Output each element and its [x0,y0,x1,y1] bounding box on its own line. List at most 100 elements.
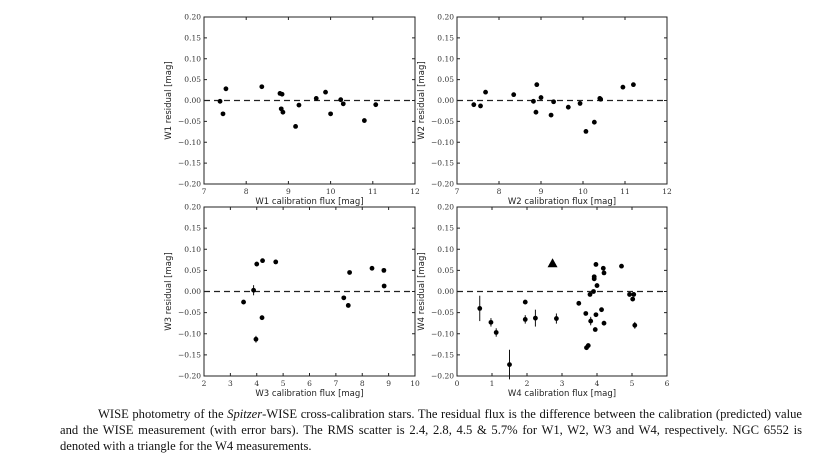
y-tick-label: 0.15 [184,224,201,233]
y-tick-label: −0.05 [178,308,201,317]
data-point [522,316,528,322]
data-point [631,82,636,88]
data-point [323,89,328,95]
x-tick-label: 11 [620,187,630,196]
data-point [592,327,598,332]
data-point [507,362,512,367]
y-axis-label: W1 residual [mag] [164,61,174,139]
data-point [369,265,375,271]
caption-italic: Spitzer [227,407,263,421]
y-tick-label: −0.20 [178,180,201,189]
y-axis-label: W3 residual [mag] [164,252,174,330]
x-tick-label: 10 [326,187,336,196]
data-point [627,292,632,297]
y-tick-label: 0.10 [437,245,454,254]
x-axis-label: W2 calibration flux [mag] [508,197,616,207]
x-tick-label: 4 [254,379,259,388]
data-point [599,307,604,313]
x-tick-label: 8 [244,187,249,196]
y-tick-label: 0.05 [437,75,454,84]
x-tick-label: 8 [360,379,365,388]
data-point [241,299,246,305]
data-point [533,109,539,115]
figure-caption: WISE photometry of the Spitzer-WISE cros… [60,406,802,454]
x-tick-label: 0 [455,379,460,388]
x-tick-label: 11 [368,187,378,196]
data-point [493,330,499,335]
y-tick-label: 0.20 [437,13,454,22]
y-tick-label: 0.15 [184,33,201,42]
x-tick-label: 10 [578,187,588,196]
data-point [217,98,223,104]
ngc6552-triangle-point [547,258,558,268]
data-point [381,267,387,273]
data-point [347,270,352,275]
data-point [471,102,477,108]
data-point [591,289,596,294]
x-tick-label: 9 [286,187,291,196]
x-tick-label: 3 [228,379,233,388]
x-tick-label: 10 [410,379,420,388]
data-point [630,296,636,302]
data-point [585,343,591,348]
x-tick-label: 4 [595,379,600,388]
data-point [488,319,494,325]
data-point [522,299,528,305]
x-tick-label: 6 [307,379,312,388]
y-tick-label: −0.05 [431,117,454,126]
y-tick-label: −0.05 [178,117,201,126]
x-tick-label: 5 [281,379,286,388]
y-tick-label: 0.00 [184,287,201,296]
data-point [620,84,626,90]
panel-1: 7 8 9 10 11 12 0.20 0.15 0.10 0.05 0.00 −0.05 −0.10 −… [164,13,420,208]
y-tick-label: 0.20 [437,203,454,212]
data-point [593,262,599,267]
data-point [338,97,344,103]
y-tick-label: 0.15 [437,224,454,233]
y-tick-label: −0.20 [431,180,454,189]
y-tick-label: 0.00 [437,96,454,105]
data-point [600,265,606,271]
data-point [280,109,286,115]
x-tick-label: 6 [665,379,670,388]
data-point [583,128,589,134]
y-tick-label: −0.15 [431,159,454,168]
panel-2: 7 8 9 10 11 12 0.20 0.15 0.10 0.05 0.00 −0.05 −0.10 −… [417,13,672,208]
y-tick-label: −0.10 [178,138,201,147]
x-tick-label: 2 [525,379,530,388]
x-tick-label: 5 [630,379,635,388]
data-point [251,287,256,293]
data-point [588,318,594,324]
x-tick-label: 1 [490,379,495,388]
y-tick-label: 0.00 [437,287,454,296]
y-axis-label: W4 residual [mag] [417,252,427,330]
x-tick-label: 9 [386,379,391,388]
data-point [260,258,265,264]
x-axis-label: W4 calibration flux [mag] [508,389,616,399]
data-point [254,261,260,267]
data-point [478,103,483,109]
x-tick-label: 12 [410,187,420,196]
data-point [548,112,554,118]
y-tick-label: 0.20 [184,203,201,212]
data-point [381,283,387,289]
data-point [273,259,279,265]
x-tick-label: 3 [560,379,565,388]
y-tick-label: −0.15 [178,159,201,168]
data-point [293,123,298,129]
data-point [361,118,367,123]
y-tick-label: −0.15 [431,350,454,359]
data-point [577,101,583,106]
y-tick-label: 0.10 [184,54,201,63]
y-tick-label: 0.00 [184,96,201,105]
y-tick-label: 0.05 [184,266,201,275]
data-point [551,99,556,105]
x-tick-label: 2 [202,379,207,388]
y-tick-label: 0.05 [184,75,201,84]
y-tick-label: 0.05 [437,266,454,275]
data-point [601,270,607,276]
data-point [259,315,265,321]
data-point [554,316,559,321]
x-axis-label: W1 calibration flux [mag] [255,197,363,207]
data-point [594,283,600,288]
